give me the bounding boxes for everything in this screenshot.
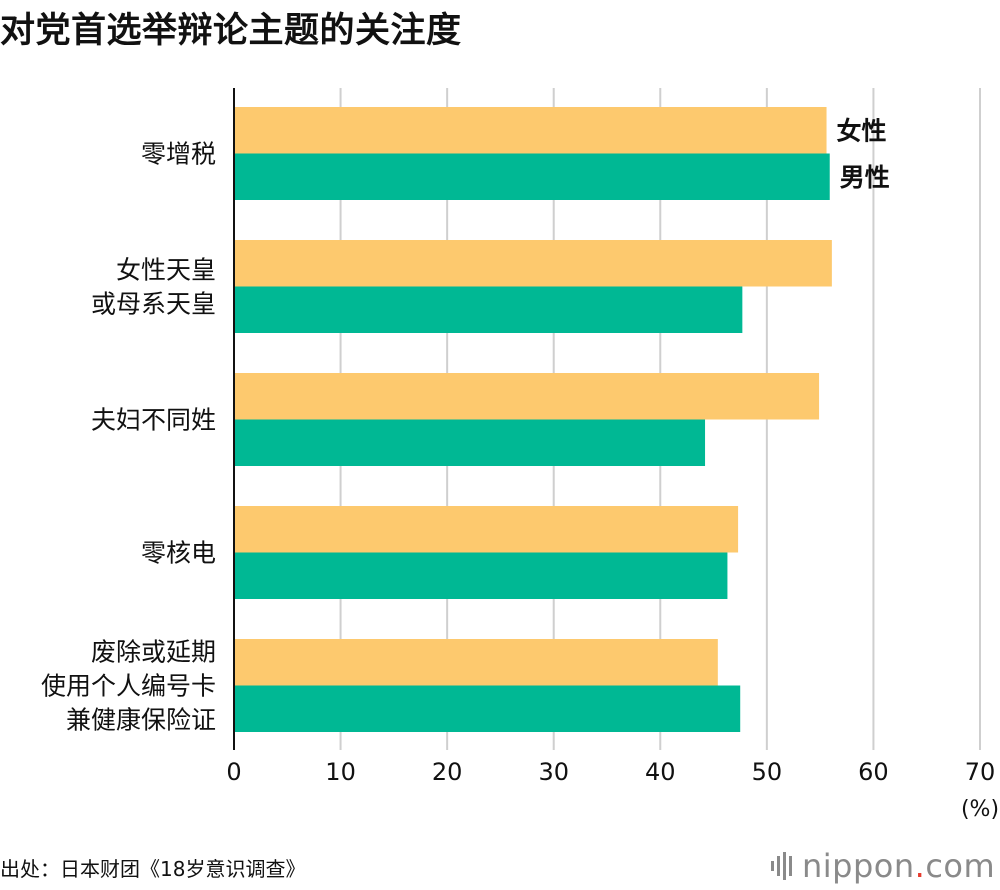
female-bar	[234, 107, 827, 154]
category-label: 零核电	[141, 539, 216, 568]
category-label: 或母系天皇	[91, 290, 216, 319]
page-title: 对党首选举辩论主题的关注度	[0, 11, 462, 51]
female-bar	[234, 240, 832, 287]
male-bar	[234, 685, 741, 732]
male-bar	[234, 286, 743, 333]
category-label: 女性天皇	[116, 256, 216, 285]
category-label: 使用个人编号卡	[41, 672, 216, 701]
category-label: 废除或延期	[91, 638, 216, 667]
female-bar	[234, 373, 820, 420]
x-tick-label: 10	[325, 758, 356, 786]
legend-female: 女性	[837, 116, 887, 145]
male-bar	[234, 552, 728, 599]
logo-bars-icon	[771, 852, 792, 880]
female-bar	[234, 639, 718, 686]
nippon-logo: nippon.com	[770, 846, 995, 886]
x-tick-label: 50	[752, 758, 783, 786]
x-axis-unit: (%)	[961, 797, 999, 822]
x-tick-label: 70	[965, 758, 996, 786]
female-bar	[234, 506, 739, 553]
x-tick-label: 40	[645, 758, 676, 786]
x-tick-label: 30	[538, 758, 569, 786]
source-note: 出处：日本财团《18岁意识调查》	[0, 857, 306, 881]
logo-dot: .	[914, 847, 926, 885]
logo-text: nippon.com	[802, 847, 995, 885]
bars	[234, 107, 832, 732]
x-tick-labels: 0 10 20 30 40 50 60 70	[226, 758, 995, 786]
logo-suffix: com	[925, 847, 996, 885]
logo-name: nippon	[802, 847, 915, 885]
x-tick-label: 20	[432, 758, 463, 786]
category-label: 零增税	[141, 140, 216, 169]
male-bar	[234, 419, 706, 466]
legend-male: 男性	[840, 163, 890, 192]
x-tick-label: 0	[226, 758, 241, 786]
category-label: 兼健康保险证	[66, 706, 216, 735]
male-bar	[234, 153, 830, 200]
category-label: 夫妇不同姓	[91, 406, 216, 435]
x-tick-label: 60	[858, 758, 889, 786]
